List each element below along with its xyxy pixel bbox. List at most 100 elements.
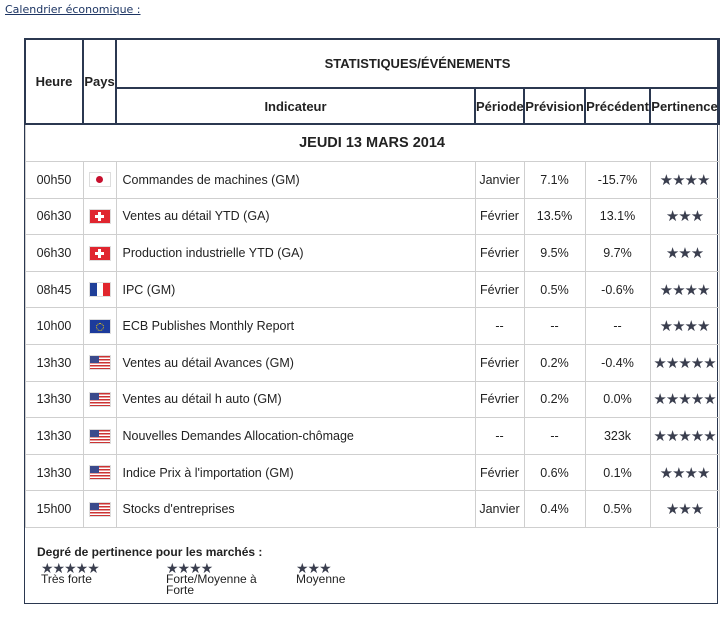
- country-cell: [82, 270, 117, 309]
- country-cell: [82, 343, 117, 382]
- us-flag-icon: [88, 355, 111, 371]
- legend-item: ★★★★ Forte/Moyenne à Forte: [166, 560, 262, 596]
- ch-flag-icon: [88, 208, 111, 224]
- page-title: Calendrier économique :: [5, 3, 141, 16]
- forecast-cell: 0.5%: [523, 270, 586, 309]
- stars-icon: ★★★★★: [653, 391, 716, 409]
- us-flag-icon: [88, 428, 111, 444]
- previous-cell: 323k: [584, 417, 651, 455]
- forecast-cell: 0.4%: [523, 490, 586, 528]
- stars-icon: ★★★: [665, 501, 704, 519]
- legend-item: ★★★ Moyenne: [296, 560, 346, 586]
- country-cell: [82, 161, 117, 199]
- us-flag-icon: [88, 501, 111, 517]
- country-cell: [82, 307, 117, 345]
- relevance-cell: ★★★: [649, 197, 720, 236]
- table-row: 06h30 Ventes au détail YTD (GA) Février …: [24, 197, 720, 236]
- time-cell: 06h30: [24, 197, 84, 236]
- country-cell: [82, 453, 117, 492]
- period-cell: --: [474, 417, 525, 455]
- relevance-cell: ★★★★★: [649, 380, 720, 419]
- previous-cell: 0.5%: [584, 490, 651, 528]
- stars-icon: ★★★★★: [653, 427, 716, 445]
- previous-cell: -0.4%: [584, 343, 651, 382]
- table-row: 13h30 Indice Prix à l'importation (GM) F…: [24, 453, 720, 492]
- indicator-cell: Nouvelles Demandes Allocation-chômage: [115, 417, 476, 455]
- table-row: 00h50 Commandes de machines (GM) Janvier…: [24, 161, 720, 199]
- stars-icon: ★★★★: [659, 171, 711, 189]
- legend-label: Très forte: [41, 572, 92, 586]
- forecast-cell: 7.1%: [523, 161, 586, 199]
- previous-cell: -0.6%: [584, 270, 651, 309]
- header-periode: Période: [474, 87, 525, 125]
- legend-title: Degré de pertinence pour les marchés :: [37, 545, 263, 559]
- previous-cell: 13.1%: [584, 197, 651, 236]
- indicator-cell: Stocks d'entreprises: [115, 490, 476, 528]
- forecast-cell: 0.2%: [523, 343, 586, 382]
- period-cell: Janvier: [474, 490, 525, 528]
- relevance-cell: ★★★: [649, 234, 720, 272]
- indicator-cell: ECB Publishes Monthly Report: [115, 307, 476, 345]
- period-cell: Février: [474, 453, 525, 492]
- table-row: 13h30 Ventes au détail Avances (GM) Févr…: [24, 343, 720, 382]
- forecast-cell: 0.6%: [523, 453, 586, 492]
- legend-item: ★★★★★ Très forte: [41, 560, 100, 586]
- indicator-cell: Ventes au détail h auto (GM): [115, 380, 476, 419]
- indicator-cell: Production industrielle YTD (GA): [115, 234, 476, 272]
- period-cell: Février: [474, 234, 525, 272]
- stars-icon: ★★★: [665, 208, 704, 226]
- country-cell: [82, 417, 117, 455]
- fr-flag-icon: [88, 282, 111, 298]
- indicator-cell: Ventes au détail Avances (GM): [115, 343, 476, 382]
- stars-icon: ★★★★: [166, 560, 213, 576]
- period-cell: --: [474, 307, 525, 345]
- forecast-cell: 9.5%: [523, 234, 586, 272]
- header-prevision: Prévision: [523, 87, 586, 125]
- time-cell: 13h30: [24, 380, 84, 419]
- country-cell: [82, 490, 117, 528]
- date-row: JEUDI 13 MARS 2014: [24, 123, 720, 162]
- relevance-cell: ★★★★★: [649, 343, 720, 382]
- previous-cell: --: [584, 307, 651, 345]
- table-row: 15h00 Stocks d'entreprises Janvier 0.4% …: [24, 490, 720, 528]
- indicator-cell: Commandes de machines (GM): [115, 161, 476, 199]
- relevance-cell: ★★★★★: [649, 417, 720, 455]
- time-cell: 08h45: [24, 270, 84, 309]
- stars-icon: ★★★★★: [653, 354, 716, 372]
- period-cell: Janvier: [474, 161, 525, 199]
- table-row: 10h00 ECB Publishes Monthly Report -- --…: [24, 307, 720, 345]
- legend: Degré de pertinence pour les marchés : ★…: [37, 545, 345, 596]
- stars-icon: ★★★★: [659, 318, 711, 336]
- indicator-cell: Indice Prix à l'importation (GM): [115, 453, 476, 492]
- stars-icon: ★★★★: [659, 281, 711, 299]
- stars-icon: ★★★: [665, 244, 704, 262]
- jp-flag-icon: [88, 172, 111, 188]
- period-cell: Février: [474, 197, 525, 236]
- stars-icon: ★★★: [296, 560, 332, 576]
- forecast-cell: 0.2%: [523, 380, 586, 419]
- time-cell: 15h00: [24, 490, 84, 528]
- economic-calendar: Heure Pays STATISTIQUES/ÉVÉNEMENTS Indic…: [24, 38, 721, 604]
- forecast-cell: 13.5%: [523, 197, 586, 236]
- stars-icon: ★★★★: [659, 464, 711, 482]
- stars-icon: ★★★★★: [41, 560, 100, 576]
- country-cell: [82, 234, 117, 272]
- table-row: 08h45 IPC (GM) Février 0.5% -0.6% ★★★★: [24, 270, 720, 309]
- table-row: 06h30 Production industrielle YTD (GA) F…: [24, 234, 720, 272]
- previous-cell: 9.7%: [584, 234, 651, 272]
- time-cell: 13h30: [24, 453, 84, 492]
- header-group: STATISTIQUES/ÉVÉNEMENTS: [114, 38, 721, 89]
- time-cell: 00h50: [24, 161, 84, 199]
- country-cell: [82, 380, 117, 419]
- time-cell: 10h00: [24, 307, 84, 345]
- time-cell: 13h30: [24, 417, 84, 455]
- indicator-cell: Ventes au détail YTD (GA): [115, 197, 476, 236]
- table-row: 13h30 Nouvelles Demandes Allocation-chôm…: [24, 417, 720, 455]
- indicator-cell: IPC (GM): [115, 270, 476, 309]
- country-cell: [82, 197, 117, 236]
- previous-cell: 0.1%: [584, 453, 651, 492]
- period-cell: Février: [474, 343, 525, 382]
- legend-label: Moyenne: [296, 572, 346, 586]
- ch-flag-icon: [88, 245, 111, 261]
- eu-flag-icon: [88, 318, 111, 334]
